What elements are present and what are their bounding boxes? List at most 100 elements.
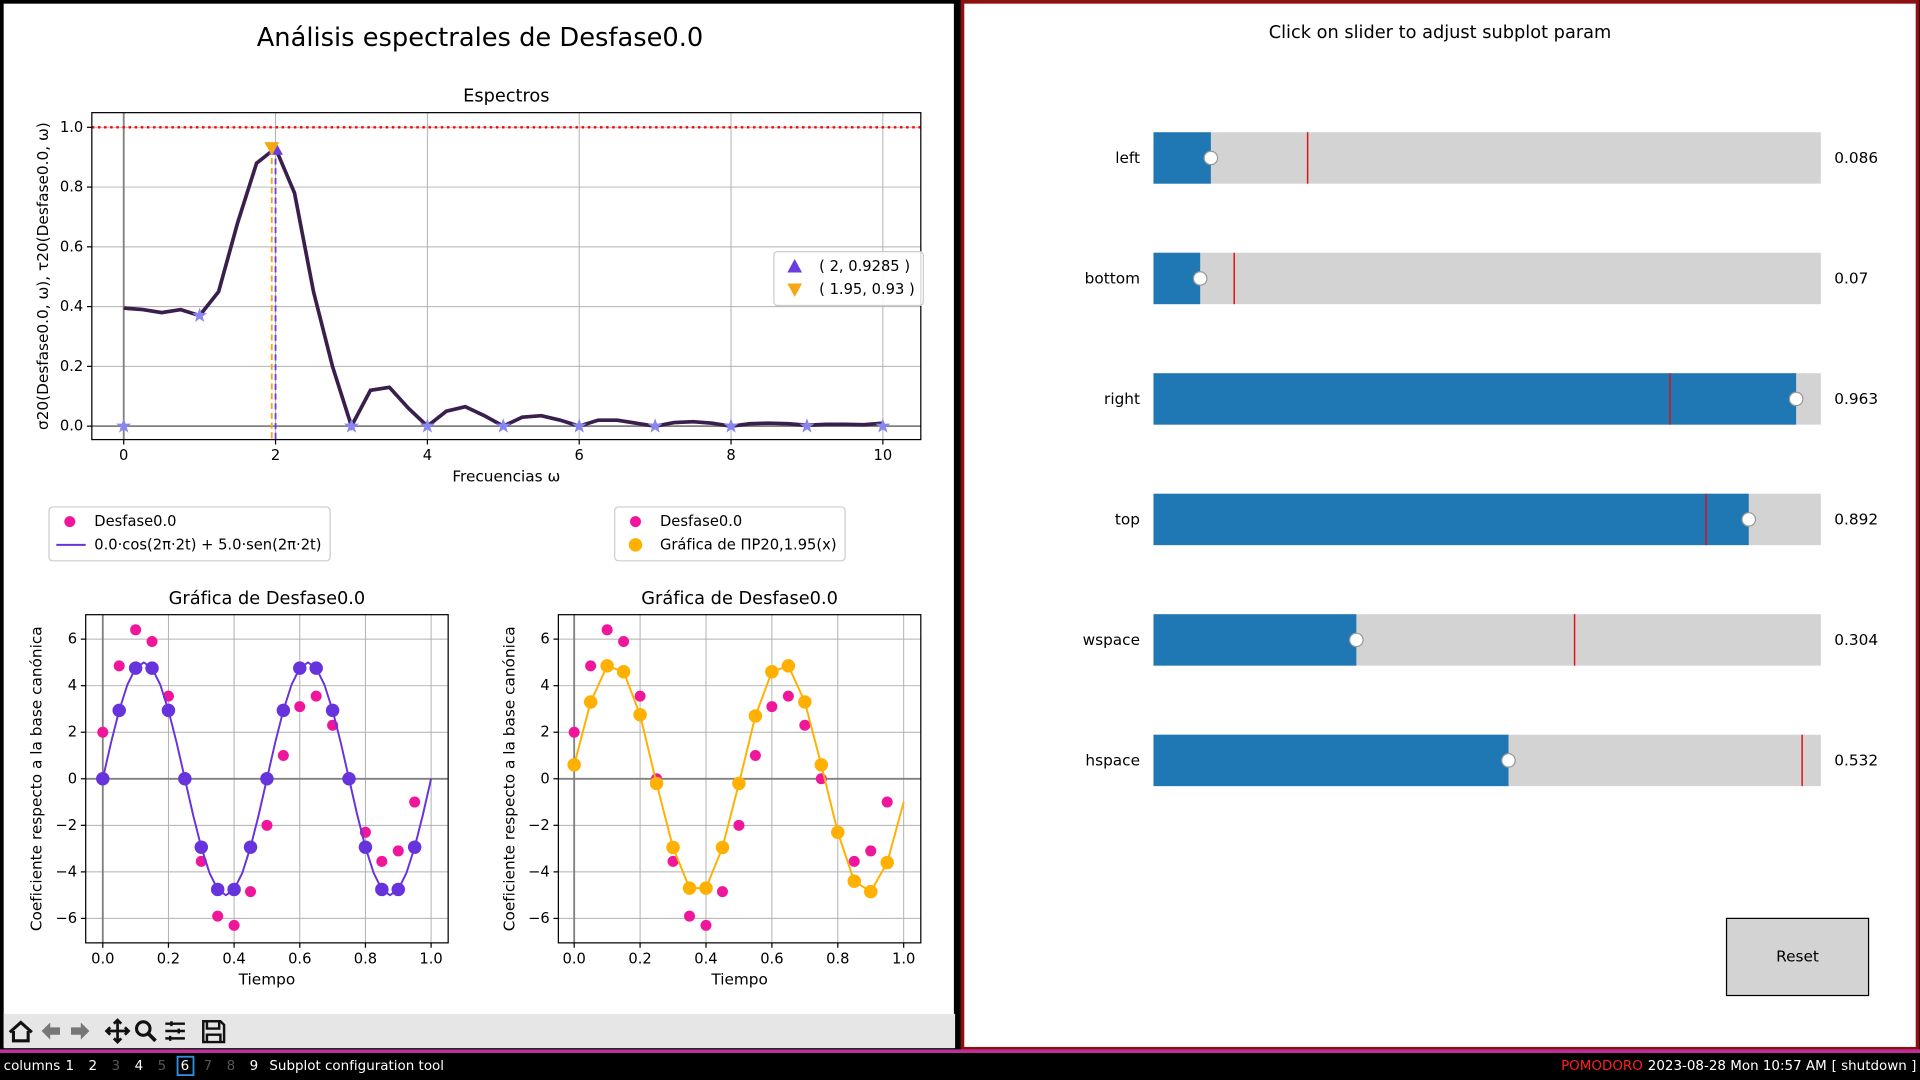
x-tick-label: 1.0	[419, 950, 442, 967]
data-point	[116, 418, 132, 433]
legend-box	[614, 506, 846, 562]
layout-name: columns	[4, 1059, 61, 1074]
clock: 2023-08-28 Mon 10:57 AM	[1648, 1059, 1827, 1074]
data-point	[228, 919, 240, 931]
legend-symbol	[787, 283, 803, 297]
shutdown-button[interactable]: [ shutdown ]	[1832, 1059, 1917, 1074]
workspace[interactable]: 5	[158, 1059, 167, 1074]
legend-label: Gráfica de ΠP20,1.95(x)	[660, 536, 837, 553]
y-axis-label: Coeficiente respecto a la base canónica	[28, 626, 46, 931]
slider-handle[interactable]	[1203, 150, 1219, 166]
plot-frame	[85, 614, 449, 944]
data-point	[161, 703, 176, 718]
reset-button[interactable]	[1725, 917, 1870, 997]
data-point	[716, 886, 728, 898]
y-tick-label: −6	[528, 910, 550, 927]
y-tick-label: 0.0	[60, 418, 83, 435]
workspace[interactable]: 7	[204, 1059, 213, 1074]
legend-symbol	[64, 516, 76, 528]
x-tick-label: 0.8	[354, 950, 377, 967]
forward-button[interactable]	[71, 1022, 90, 1040]
legend-label: 0.0·cos(2π·2t) + 5.0·sen(2π·2t)	[94, 536, 321, 553]
workspace[interactable]: 9	[250, 1059, 259, 1074]
data-point	[375, 882, 389, 897]
data-point	[748, 709, 763, 723]
x-tick-label: 10	[874, 447, 893, 464]
slider-track[interactable]	[1153, 132, 1821, 184]
pan-button[interactable]	[104, 1018, 131, 1044]
chart-title: Gráfica de Desfase0.0	[169, 589, 366, 609]
data-point	[145, 661, 159, 675]
x-tick-label: 0	[119, 447, 128, 464]
x-tick-label: 0.8	[826, 950, 849, 967]
x-axis-label: Tiempo	[238, 971, 296, 989]
data-point	[723, 418, 739, 433]
zoom-button[interactable]	[135, 1020, 152, 1037]
y-axis-label: σ20(Desfase0.0, ω), τ20(Desfase0.0, ω)	[34, 122, 52, 430]
slider-fill	[1153, 132, 1211, 184]
x-tick-label: 4	[423, 447, 432, 464]
data-point	[293, 661, 307, 675]
data-point	[847, 874, 861, 888]
data-point	[865, 845, 877, 857]
data-point	[113, 660, 125, 672]
legend-symbol	[787, 258, 803, 273]
data-point	[733, 819, 745, 831]
x-tick-label: 0.0	[563, 950, 586, 967]
y-tick-label: 1.0	[60, 119, 83, 136]
data-point	[583, 695, 598, 709]
legend-label: Desfase0.0	[94, 513, 176, 530]
slider-fill	[1153, 734, 1509, 787]
slider-label: hspace	[1085, 751, 1140, 769]
slider-handle[interactable]	[1348, 632, 1364, 648]
data-point	[831, 825, 845, 840]
data-point	[130, 624, 142, 636]
data-point	[799, 418, 815, 433]
data-point	[495, 418, 511, 433]
data-point	[765, 664, 779, 679]
slider-handle[interactable]	[1192, 271, 1208, 286]
data-point	[649, 776, 664, 791]
slider-fill	[1153, 493, 1749, 546]
data-point	[409, 796, 421, 808]
data-point	[243, 840, 258, 854]
slider-label: bottom	[1085, 269, 1140, 287]
y-tick-label: 0.4	[60, 298, 83, 315]
x-axis-label: Tiempo	[710, 971, 768, 989]
data-point	[294, 701, 306, 713]
workspace[interactable]: 1	[66, 1059, 75, 1074]
reset-label: Reset	[1776, 947, 1819, 965]
toolbar	[3, 1013, 956, 1049]
x-tick-label: 0.4	[222, 950, 245, 967]
data-point	[616, 664, 631, 679]
slider-handle[interactable]	[1788, 391, 1804, 407]
back-button[interactable]	[41, 1022, 60, 1040]
toolbar-icons	[8, 1018, 226, 1044]
workspace[interactable]: 2	[89, 1059, 98, 1074]
slider-track[interactable]	[1153, 252, 1821, 305]
workspace[interactable]: 6	[181, 1059, 190, 1074]
data-point	[97, 726, 109, 738]
chart-title: Espectros	[463, 87, 549, 107]
legend-label: ( 1.95, 0.93 )	[819, 281, 915, 298]
y-tick-label: 6	[68, 631, 77, 648]
home-button[interactable]	[8, 1020, 33, 1043]
workspace[interactable]: 4	[135, 1059, 144, 1074]
workspace[interactable]: 8	[227, 1059, 236, 1074]
slider-value: 0.963	[1834, 390, 1878, 408]
data-point	[96, 772, 110, 786]
data-point	[798, 695, 812, 709]
save-button[interactable]	[202, 1020, 226, 1044]
y-tick-label: 4	[68, 677, 77, 694]
workspace[interactable]: 3	[112, 1059, 121, 1074]
slider-handle[interactable]	[1741, 512, 1757, 527]
data-point	[699, 881, 713, 895]
data-point	[647, 418, 663, 433]
configure-button[interactable]	[165, 1021, 185, 1041]
y-tick-label: −2	[55, 817, 77, 834]
slider-handle[interactable]	[1501, 753, 1516, 768]
data-point	[325, 703, 340, 718]
data-point	[568, 726, 580, 738]
y-tick-label: 4	[540, 677, 549, 694]
